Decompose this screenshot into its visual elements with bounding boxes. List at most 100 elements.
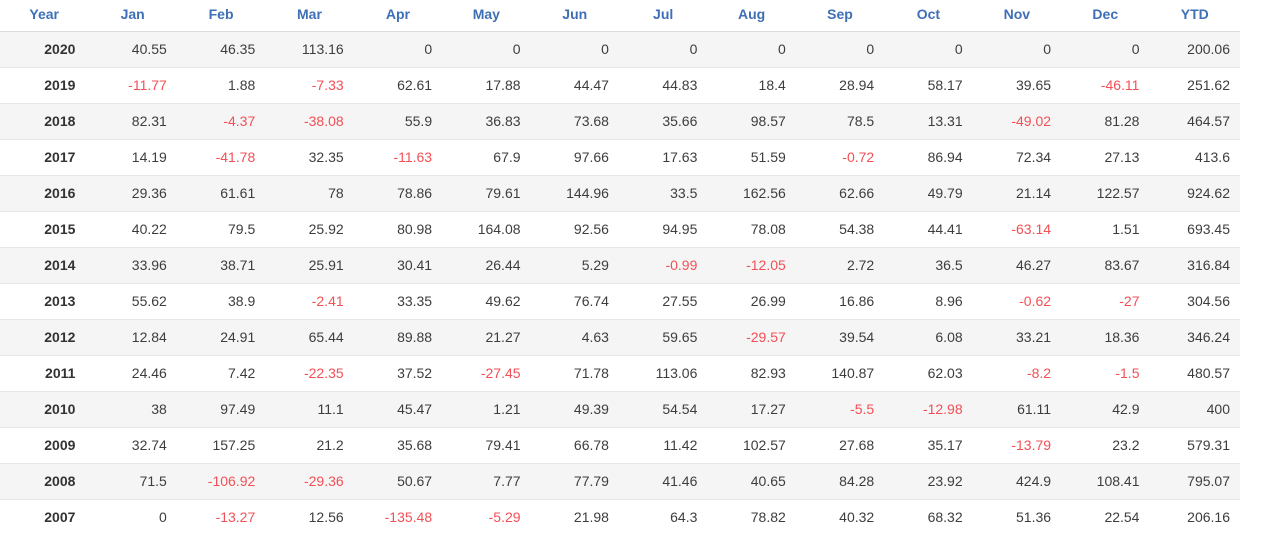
value-cell: 67.9 — [493, 149, 521, 165]
column-header-jul: Jul — [618, 0, 708, 32]
year-cell: 2012 — [44, 329, 76, 345]
value-cell: 82.31 — [131, 113, 167, 129]
value-cell: -2.41 — [311, 293, 344, 309]
value-cell: 32.74 — [131, 437, 167, 453]
value-cell: 97.49 — [220, 401, 256, 417]
value-cell: 21.98 — [573, 509, 609, 526]
year-cell: 2009 — [44, 437, 76, 453]
value-cell: 8.96 — [935, 293, 963, 309]
value-cell: -135.48 — [384, 509, 433, 526]
value-cell: 144.96 — [566, 185, 609, 201]
value-cell: 25.92 — [308, 221, 344, 237]
value-cell: -22.35 — [303, 365, 344, 381]
value-cell: 37.52 — [397, 365, 433, 381]
value-cell: 35.68 — [397, 437, 433, 453]
value-cell: 33.21 — [1016, 329, 1052, 345]
table-row: 2008 71.5 -106.92 -29.36 50.67 7.77 77.79 41.46… — [0, 463, 1240, 499]
value-cell: 162.56 — [742, 185, 786, 201]
value-cell: 6.08 — [935, 329, 963, 345]
table-row: 2015 40.22 79.5 25.92 80.98 164.08 92.56 94.95 7… — [0, 211, 1240, 247]
value-cell: 83.67 — [1104, 257, 1140, 273]
value-cell: -0.99 — [665, 257, 698, 273]
value-cell: 79.5 — [228, 221, 256, 237]
value-cell: -8.2 — [1026, 365, 1052, 381]
value-cell: 21.2 — [316, 437, 344, 453]
value-cell: 65.44 — [308, 329, 344, 345]
ytd-cell: 693.45 — [1187, 221, 1230, 237]
value-cell: 21.14 — [1016, 185, 1052, 201]
value-cell: 27.68 — [839, 437, 875, 453]
value-cell: -5.29 — [488, 509, 521, 526]
value-cell: 55.9 — [404, 113, 433, 129]
value-cell: 98.57 — [750, 113, 786, 129]
year-cell: 2014 — [44, 257, 76, 273]
value-cell: -7.33 — [311, 77, 344, 93]
value-cell: -106.92 — [207, 473, 256, 489]
value-cell: 80.98 — [397, 221, 433, 237]
value-cell: 0 — [954, 41, 963, 57]
ytd-cell: 480.57 — [1187, 365, 1230, 381]
column-header-may: May — [442, 0, 531, 32]
value-cell: 16.86 — [839, 293, 875, 309]
value-cell: 89.88 — [397, 329, 433, 345]
value-cell: 35.66 — [662, 113, 698, 129]
value-cell: -29.36 — [303, 473, 344, 489]
value-cell: 1.51 — [1112, 221, 1140, 237]
value-cell: 38 — [151, 401, 167, 417]
ytd-cell: 206.16 — [1187, 509, 1230, 526]
value-cell: -49.02 — [1011, 113, 1052, 129]
table-row: 2012 12.84 24.91 65.44 89.88 21.27 4.63 59.65 -2… — [0, 319, 1240, 355]
value-cell: 2.72 — [846, 257, 875, 273]
value-cell: 0 — [601, 41, 609, 57]
value-cell: 49.79 — [927, 185, 963, 201]
value-cell: 25.91 — [308, 257, 344, 273]
value-cell: 49.62 — [485, 293, 521, 309]
value-cell: 50.67 — [397, 473, 433, 489]
value-cell: 32.35 — [308, 149, 344, 165]
value-cell: 54.38 — [839, 221, 875, 237]
value-cell: 1.21 — [493, 401, 521, 417]
value-cell: 11.42 — [663, 437, 698, 453]
value-cell: -0.72 — [842, 149, 875, 165]
value-cell: 108.41 — [1096, 473, 1140, 489]
ytd-cell: 795.07 — [1187, 473, 1230, 489]
value-cell: 140.87 — [831, 365, 875, 381]
value-cell: 40.22 — [131, 221, 167, 237]
value-cell: 97.66 — [573, 149, 609, 165]
value-cell: 61.11 — [1017, 401, 1052, 417]
value-cell: -11.77 — [128, 77, 167, 93]
ytd-cell: 413.6 — [1194, 149, 1230, 165]
ytd-cell: 316.84 — [1187, 257, 1230, 273]
value-cell: 66.78 — [573, 437, 609, 453]
value-cell: -13.79 — [1011, 437, 1052, 453]
value-cell: 424.9 — [1016, 473, 1052, 489]
column-header-jan: Jan — [88, 0, 177, 32]
ytd-cell: 400 — [1206, 401, 1230, 417]
value-cell: -41.78 — [215, 149, 256, 165]
year-cell: 2008 — [44, 473, 76, 489]
value-cell: 27.55 — [662, 293, 698, 309]
table-row: 2009 32.74 157.25 21.2 35.68 79.41 66.78 11.42 1… — [0, 427, 1240, 463]
table-row: 2020 40.55 46.35 113.16 0 0 0 0 0 0 0 0 0 200.06 — [0, 31, 1240, 67]
value-cell: 94.95 — [662, 221, 698, 237]
column-header-apr: Apr — [353, 0, 443, 32]
value-cell: 30.41 — [397, 257, 433, 273]
value-cell: 51.59 — [750, 149, 786, 165]
value-cell: 61.61 — [220, 185, 256, 201]
value-cell: 23.2 — [1112, 437, 1140, 453]
value-cell: 13.31 — [927, 113, 963, 129]
column-header-year: Year — [0, 0, 89, 32]
value-cell: -4.37 — [223, 113, 256, 129]
value-cell: -13.27 — [215, 509, 256, 526]
value-cell: 5.29 — [581, 257, 609, 273]
table-row: 2013 55.62 38.9 -2.41 33.35 49.62 76.74 27.55 26… — [0, 283, 1240, 319]
value-cell: 62.66 — [839, 185, 875, 201]
year-cell: 2018 — [44, 113, 76, 129]
year-cell: 2011 — [45, 365, 76, 381]
value-cell: 44.47 — [573, 77, 609, 93]
value-cell: -46.11 — [1100, 77, 1140, 93]
column-header-sep: Sep — [795, 0, 885, 32]
value-cell: 33.35 — [397, 293, 433, 309]
ytd-cell: 251.62 — [1187, 77, 1230, 93]
column-header-aug: Aug — [707, 0, 796, 32]
